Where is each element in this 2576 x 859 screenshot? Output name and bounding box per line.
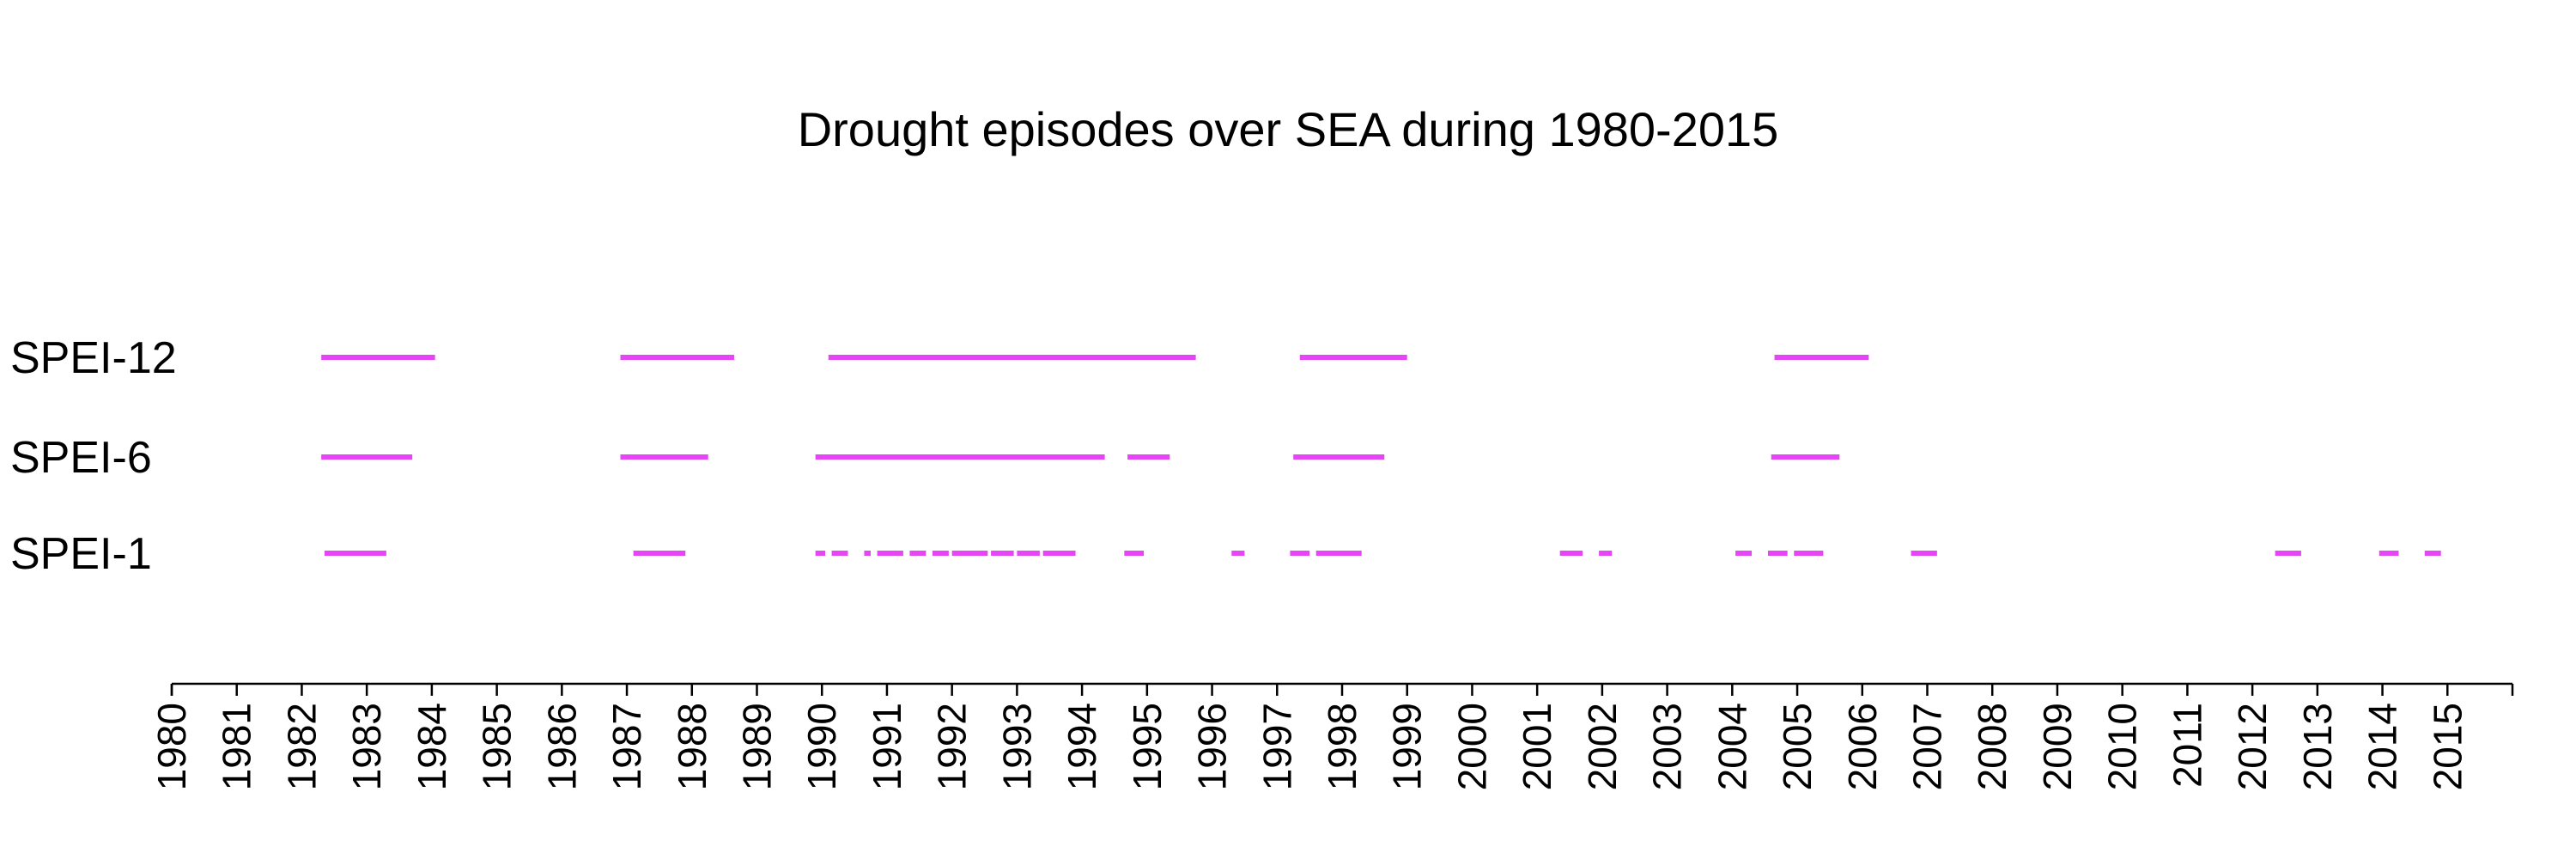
x-tick-label: 1991: [865, 703, 909, 790]
x-tick-label: 1985: [475, 703, 519, 790]
x-tick-label: 2015: [2425, 703, 2470, 790]
row-spei-6: SPEI-6: [10, 433, 1840, 483]
x-tick-label: 1993: [994, 703, 1039, 790]
x-tick-label: 1980: [149, 703, 194, 790]
episode-rows: SPEI-12 SPEI-6 SPEI-1: [10, 333, 2441, 579]
x-tick-label: 2010: [2100, 703, 2145, 790]
x-tick-label: 1997: [1255, 703, 1299, 790]
x-tick-label: 1984: [410, 703, 454, 790]
x-tick-label: 2004: [1710, 703, 1754, 790]
x-tick-label: 1988: [670, 703, 714, 790]
x-tick-label: 1998: [1320, 703, 1364, 790]
x-tick-label: 2002: [1580, 703, 1625, 790]
x-tick-label: 1983: [344, 703, 389, 790]
x-tick-label: 2007: [1905, 703, 1950, 790]
x-tick-label: 2000: [1449, 703, 1494, 790]
row-spei-12: SPEI-12: [10, 333, 1869, 383]
row-label: SPEI-1: [10, 529, 152, 579]
x-axis: 1980 1981 1982 1983 1984 1985 1986 1987 1988 1989…: [149, 682, 2514, 790]
x-tick-label: 2013: [2295, 703, 2340, 790]
x-tick-label: 2006: [1840, 703, 1885, 790]
x-tick-label: 1995: [1125, 703, 1170, 790]
x-tick-label: 1994: [1060, 703, 1104, 790]
x-tick-label: 1982: [279, 703, 324, 790]
x-tick-label: 2005: [1775, 703, 1820, 790]
x-tick-label: 1999: [1385, 703, 1430, 790]
chart-title: Drought episodes over SEA during 1980-20…: [797, 102, 1779, 156]
x-tick-label: 2008: [1970, 703, 2014, 790]
x-tick-label: 1996: [1190, 703, 1235, 790]
x-tick-label: 1992: [930, 703, 975, 790]
x-tick-label: 2003: [1645, 703, 1690, 790]
x-tick-label: 1989: [735, 703, 780, 790]
x-tick-label: 1981: [215, 703, 259, 790]
x-tick-label: 2009: [2035, 703, 2080, 790]
x-tick-label: 1990: [799, 703, 844, 790]
row-label: SPEI-6: [10, 433, 152, 483]
x-tick-label: 1987: [605, 703, 649, 790]
x-tick-label: 2012: [2230, 703, 2275, 790]
x-tick-label: 1986: [539, 703, 584, 790]
x-tick-label: 2014: [2360, 703, 2405, 790]
row-label: SPEI-12: [10, 333, 177, 383]
row-spei-1: SPEI-1: [10, 529, 2441, 579]
x-tick-label: 2001: [1515, 703, 1559, 790]
x-tick-label: 2011: [2165, 703, 2209, 788]
